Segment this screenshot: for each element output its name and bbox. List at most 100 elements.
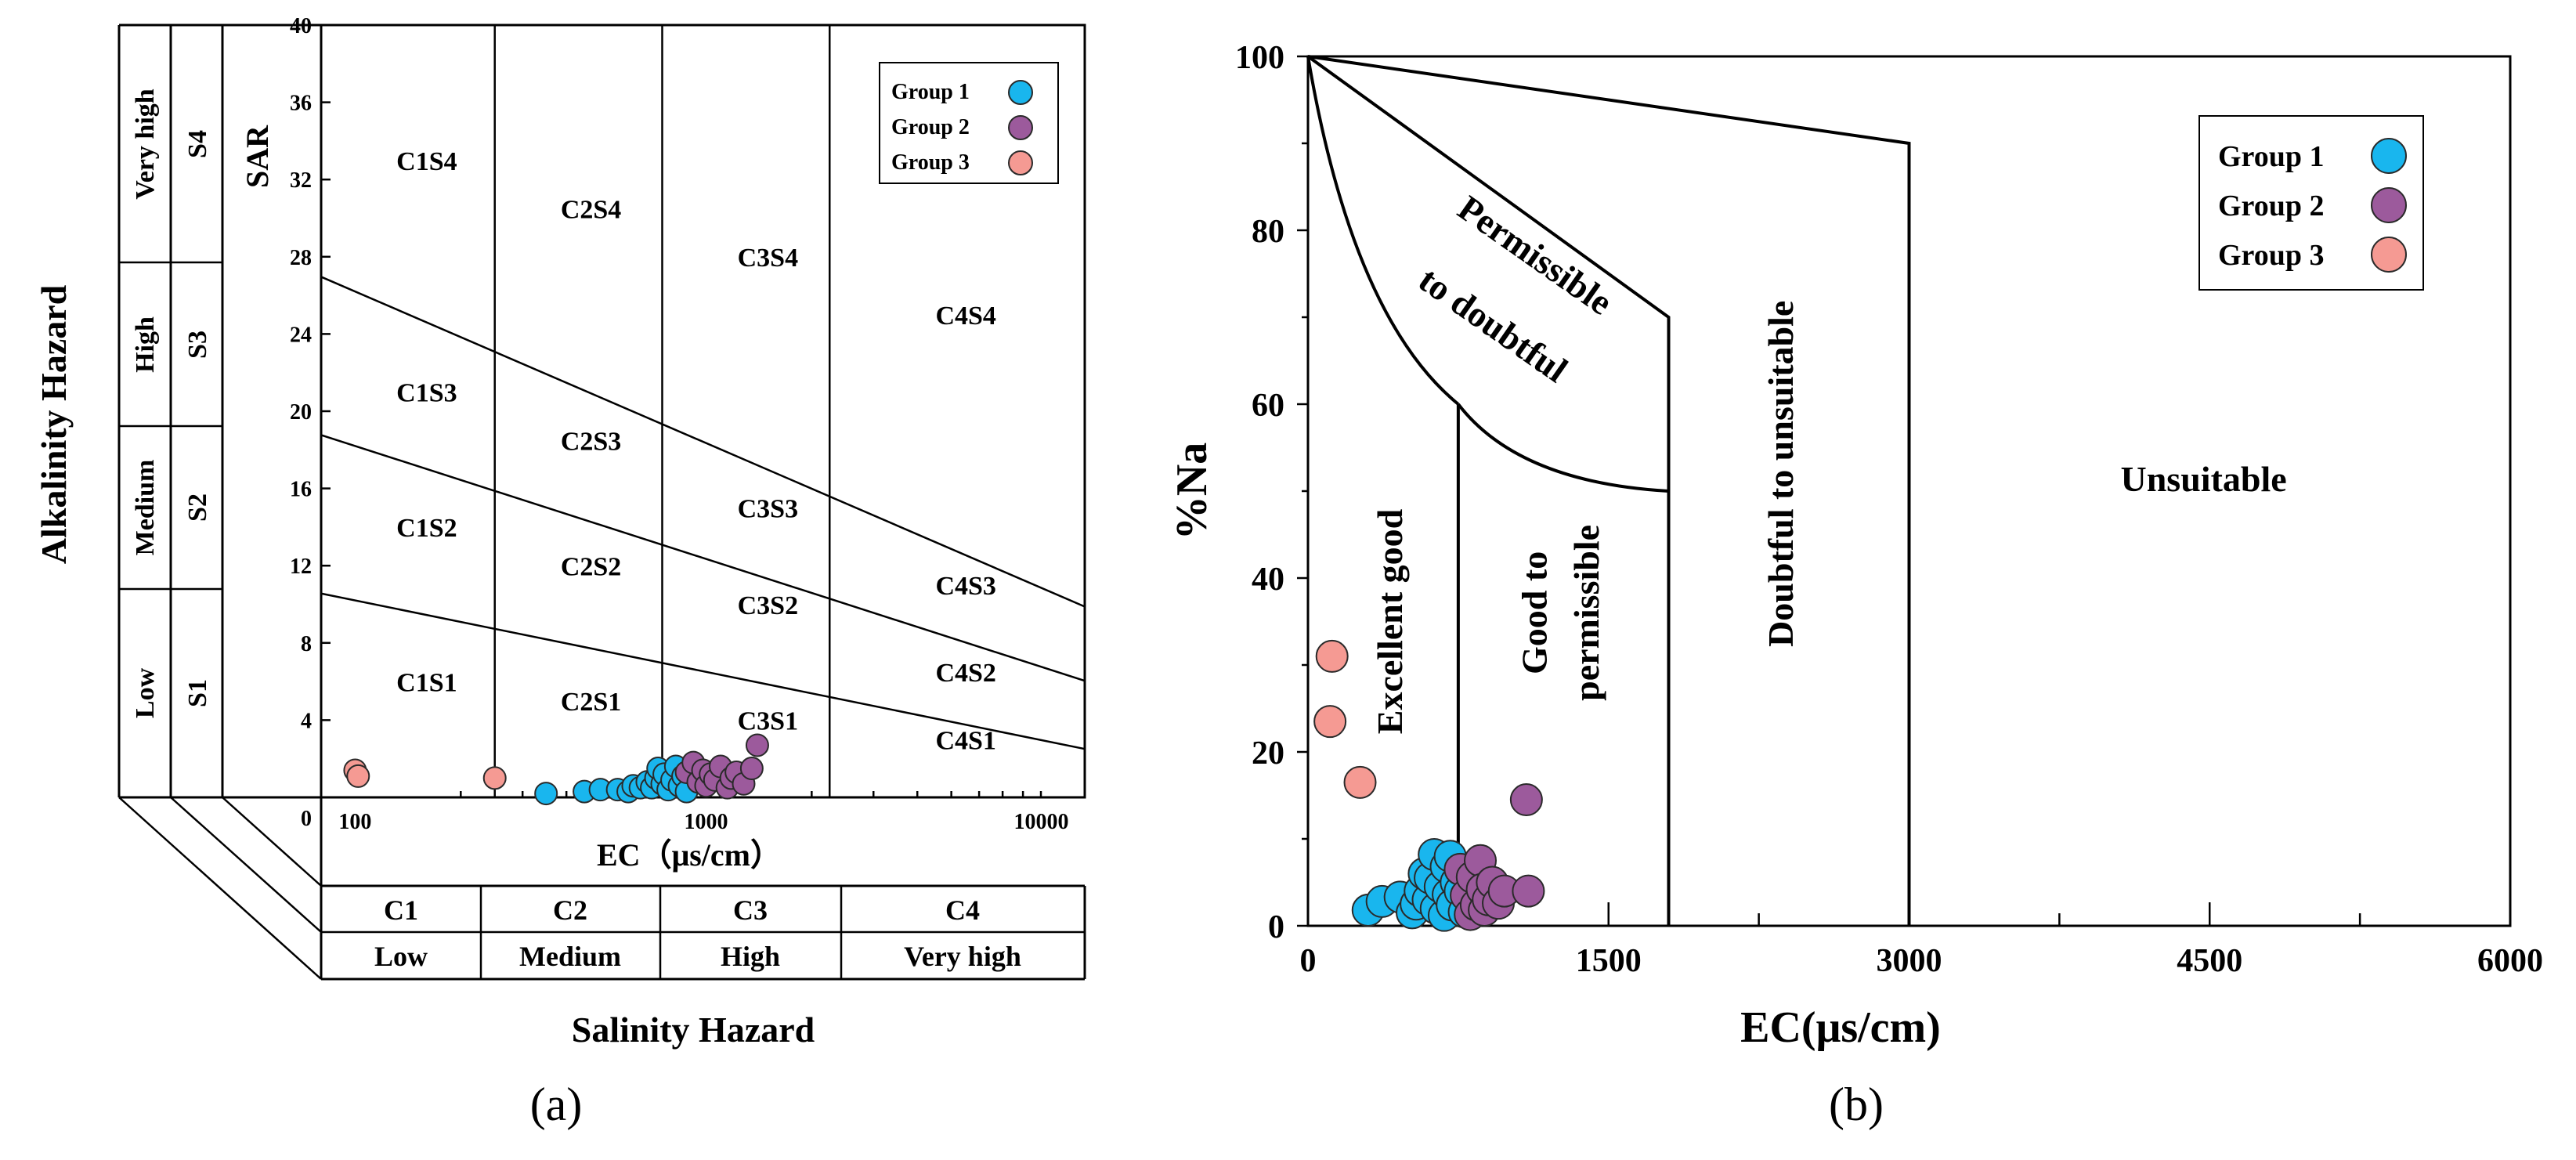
y-tick-label: 80 bbox=[1252, 214, 1284, 250]
y-tick-label: 40 bbox=[1252, 562, 1284, 598]
sar-boundary-line-1 bbox=[320, 592, 1086, 750]
point-a-group3 bbox=[482, 766, 507, 790]
x-tick-label: 100 bbox=[338, 810, 371, 834]
panel-a-y-axis-label: SAR bbox=[240, 125, 275, 188]
point-a-group3 bbox=[346, 764, 370, 788]
region-label-c2s2: C2S2 bbox=[561, 553, 621, 582]
y-tick-label: 0 bbox=[1268, 909, 1284, 945]
y-tick-label: 36 bbox=[290, 92, 312, 116]
salinity-class-table bbox=[321, 884, 1086, 981]
panel-b-x-ticks: 0 1500 3000 4500 6000 bbox=[1300, 902, 2543, 979]
region-label-unsuitable: Unsuitable bbox=[2120, 459, 2286, 499]
panel-b-boundaries bbox=[1306, 55, 1911, 926]
c2-code: C2 bbox=[553, 894, 587, 926]
panel-b-legend: Group 1 Group 2 Group 3 bbox=[2198, 115, 2424, 291]
region-label-c4s1: C4S1 bbox=[935, 726, 995, 755]
s4-code: S4 bbox=[183, 130, 212, 158]
y-tick-label: 0 bbox=[301, 807, 312, 831]
x-tick-label: 1500 bbox=[1576, 943, 1642, 979]
s2-label: Medium bbox=[131, 460, 160, 556]
region-label-c3s3: C3S3 bbox=[738, 495, 798, 524]
panel-a-x-ticks: 100 1000 10000 bbox=[338, 791, 1069, 834]
c3-code: C3 bbox=[733, 894, 768, 926]
region-label-excellent-good: Excellent good bbox=[1370, 508, 1410, 734]
panel-a-region-labels: C1S4 C2S4 C3S4 C4S4 C1S3 C2S3 C3S3 C4S3 C1S2 C2S2… bbox=[396, 147, 996, 756]
region-label-c2s3: C2S3 bbox=[561, 427, 621, 456]
region-label-c4s2: C4S2 bbox=[935, 659, 995, 688]
region-label-c2s4: C2S4 bbox=[561, 196, 621, 225]
sar-boundary-line-3 bbox=[320, 276, 1086, 608]
panel-a-label: (a) bbox=[530, 1079, 583, 1130]
panel-b-points bbox=[1313, 639, 1545, 932]
legend-a-group1-label: Group 1 bbox=[891, 80, 970, 104]
point-b-group3 bbox=[1315, 639, 1349, 673]
legend-a-group2-marker bbox=[1008, 115, 1033, 140]
boundary-doubtful bbox=[1306, 55, 1671, 926]
legend-b-group3-label: Group 3 bbox=[2218, 239, 2325, 272]
y-tick-label: 20 bbox=[290, 400, 312, 425]
panel-a-points bbox=[343, 733, 769, 806]
x-tick-label: 1000 bbox=[684, 810, 728, 834]
y-tick-label: 4 bbox=[301, 709, 312, 733]
panel-b-region-labels: Excellent good Good to permissible Doubtful… bbox=[1370, 188, 2286, 735]
panel-b-wilcox-diagram: 0 20 40 60 80 100 0 1500 3000 4500 6000 Excellent… bbox=[1168, 40, 2543, 1130]
x-tick-label: 4500 bbox=[2177, 943, 2242, 979]
panel-a-legend: Group 1 Group 2 Group 3 bbox=[879, 62, 1059, 184]
y-tick-label: 32 bbox=[290, 168, 312, 193]
c4-code: C4 bbox=[945, 894, 980, 926]
y-tick-label: 60 bbox=[1252, 388, 1284, 424]
boundary-unsuitable bbox=[1307, 55, 1911, 926]
y-tick-label: 12 bbox=[290, 555, 312, 579]
region-label-c3s2: C3S2 bbox=[738, 591, 798, 620]
c1-code: C1 bbox=[384, 894, 418, 926]
s1-label: Low bbox=[131, 667, 160, 718]
c3-label: High bbox=[721, 941, 780, 972]
legend-b-group2-marker bbox=[2371, 187, 2407, 223]
panel-a-boundaries bbox=[320, 25, 1086, 797]
point-a-group2 bbox=[745, 733, 769, 757]
panel-b-x-axis-label: EC(μs/cm) bbox=[1740, 1003, 1941, 1052]
legend-b-group1-marker bbox=[2371, 138, 2407, 174]
c2-label: Medium bbox=[519, 941, 621, 972]
s3-label: High bbox=[131, 316, 160, 373]
sar-boundary-line-2 bbox=[320, 434, 1086, 682]
region-label-c3s1: C3S1 bbox=[738, 707, 798, 736]
region-label-c1s2: C1S2 bbox=[396, 514, 457, 543]
point-a-group1 bbox=[534, 782, 558, 806]
panel-b-y-axis-label: %Na bbox=[1168, 443, 1216, 540]
region-label-c1s1: C1S1 bbox=[396, 668, 457, 697]
legend-a-group1-marker bbox=[1008, 80, 1033, 105]
y-tick-label: 40 bbox=[290, 14, 312, 38]
y-tick-label: 8 bbox=[301, 632, 312, 656]
region-label-c4s4: C4S4 bbox=[935, 302, 995, 331]
boundary-excellent-curve bbox=[1306, 56, 1460, 406]
alkalinity-hazard-title: Alkalinity Hazard bbox=[34, 284, 74, 564]
y-tick-label: 24 bbox=[290, 323, 312, 347]
x-tick-label: 0 bbox=[1300, 943, 1317, 979]
legend-b-group3-marker bbox=[2371, 237, 2407, 273]
salinity-class-labels: C1 C2 C3 C4 Low Medium High Very high bbox=[374, 894, 1021, 972]
point-b-group3 bbox=[1343, 765, 1377, 799]
salinity-hazard-title: Salinity Hazard bbox=[572, 1010, 815, 1050]
point-b-group2 bbox=[1509, 783, 1543, 817]
region-label-c1s3: C1S3 bbox=[396, 379, 457, 408]
x-tick-label: 6000 bbox=[2477, 943, 2543, 979]
region-label-c1s4: C1S4 bbox=[396, 147, 457, 176]
s3-code: S3 bbox=[183, 331, 212, 359]
x-tick-label: 3000 bbox=[1877, 943, 1942, 979]
panel-a-usssl-diagram: Very high S4 High S3 Medium S2 Low S1 Al… bbox=[34, 14, 1086, 1130]
c1-label: Low bbox=[374, 941, 428, 972]
legend-a-group3-label: Group 3 bbox=[891, 150, 970, 175]
x-tick-label: 10000 bbox=[1014, 810, 1069, 834]
y-tick-label: 28 bbox=[290, 246, 312, 270]
s4-label: Very high bbox=[131, 89, 160, 199]
point-b-group2 bbox=[1512, 874, 1545, 908]
panel-a-y-ticks: 0 4 8 12 16 20 24 28 32 36 40 bbox=[290, 14, 331, 831]
region-label-c2s1: C2S1 bbox=[561, 688, 621, 717]
panel-b-label: (b) bbox=[1829, 1079, 1884, 1130]
point-a-group2 bbox=[739, 757, 764, 781]
region-label-c3s4: C3S4 bbox=[738, 244, 798, 273]
legend-a-group2-label: Group 2 bbox=[891, 115, 970, 139]
panel-a-x-axis-label: EC（μs/cm） bbox=[597, 837, 782, 873]
